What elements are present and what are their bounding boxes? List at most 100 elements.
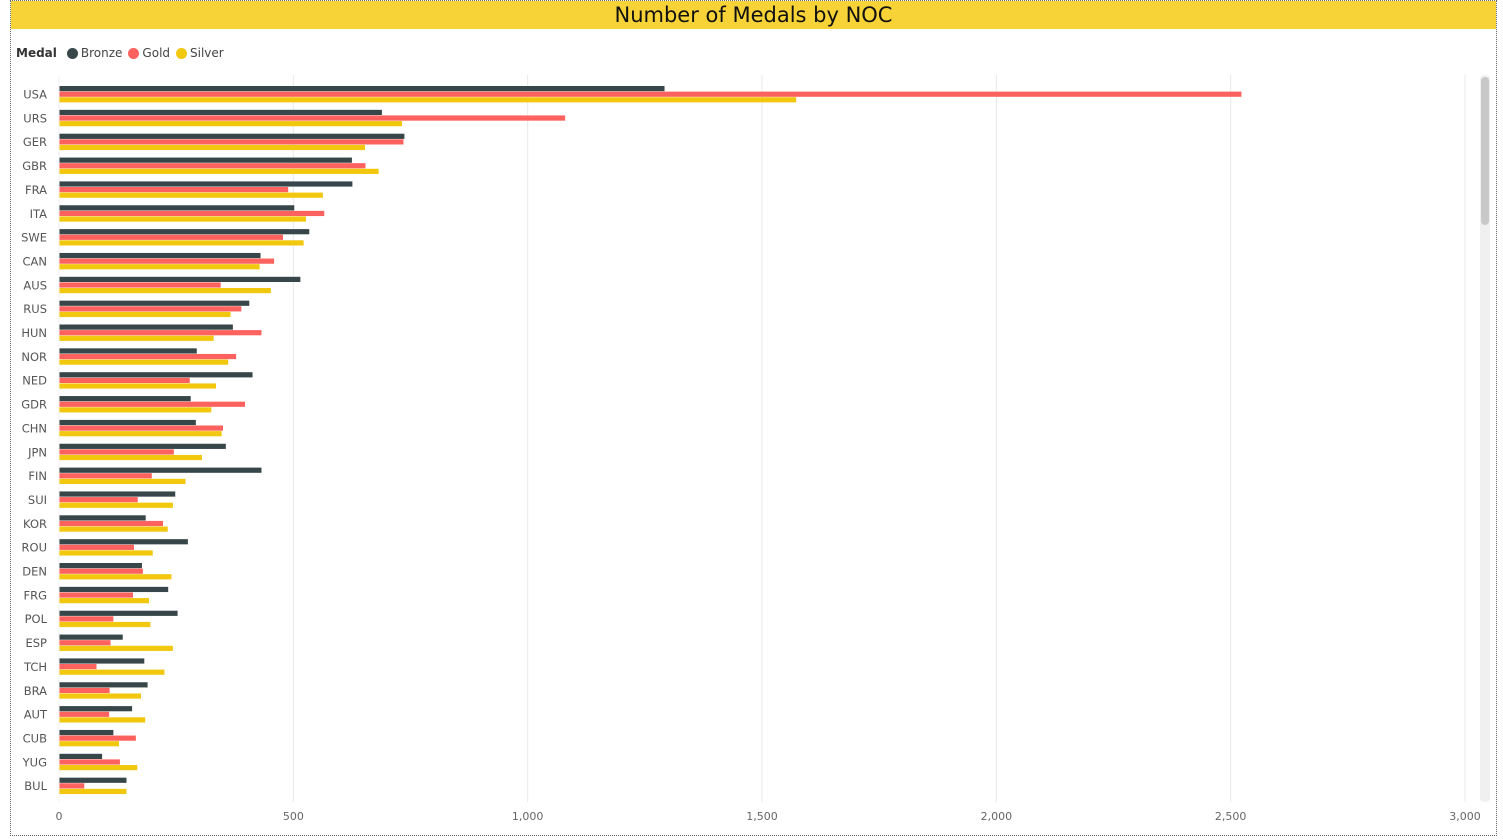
bar-gold [59,115,566,121]
bar-gold [59,425,224,431]
category-label: CAN [23,254,48,268]
legend-item-gold[interactable]: Gold [128,46,170,60]
bar-gold [59,139,404,145]
bar-silver [59,478,186,484]
category-label: FRG [23,588,47,602]
bar-gold [59,497,138,503]
bar-silver [59,788,127,795]
category-label: KOR [23,517,47,531]
bar-silver [59,359,229,365]
scrollbar-thumb[interactable] [1481,77,1489,225]
x-tick-label: 500 [283,810,304,823]
bar-gold [59,735,136,741]
category-label: USA [23,88,47,102]
category-label: ROU [22,541,47,555]
bar-silver [59,645,173,651]
bar-silver [59,288,271,294]
category-label: POL [25,612,48,626]
bar-gold [59,401,246,407]
category-label: JPN [27,445,47,459]
category-label: GER [23,135,47,149]
bar-silver [59,502,173,508]
bar-silver [59,598,149,604]
chart-title-bar: Number of Medals by NOC [11,1,1496,29]
bar-bronze [59,300,250,306]
bar-silver [59,693,142,699]
category-label: TCH [23,660,47,674]
bar-bronze [59,515,146,521]
bar-bronze [59,181,353,187]
bar-gold [59,330,262,336]
bar-gold [59,592,134,598]
legend-item-bronze[interactable]: Bronze [66,46,123,60]
bar-bronze [59,86,665,92]
bar-gold [59,306,242,312]
category-label: CUB [23,731,47,745]
legend-dot-silver [176,47,188,59]
bar-bronze [59,205,295,211]
bar-bronze [59,443,226,449]
bar-bronze [59,491,176,497]
bar-silver [59,97,797,103]
bar-gold [59,258,275,264]
chart-frame [10,0,1497,836]
bar-silver [59,144,366,151]
bar-gold [59,783,85,789]
bar-gold [59,616,114,622]
category-label: FIN [28,469,47,483]
bar-gold [59,210,325,217]
bar-silver [59,431,222,437]
bar-bronze [59,324,233,330]
bar-bronze [59,682,148,688]
category-label: BUL [24,779,47,793]
bar-gold [59,687,110,694]
legend-item-silver[interactable]: Silver [176,46,224,60]
category-label: SUI [28,493,47,507]
bar-silver [59,383,217,389]
bar-silver [59,407,212,413]
bar-bronze [59,610,178,616]
scrollbar-track[interactable] [1480,75,1490,802]
bar-bronze [59,777,127,783]
bar-bronze [59,109,382,116]
bar-silver [59,264,260,270]
category-label: GDR [21,398,47,412]
bar-bronze [59,372,253,378]
x-tick-label: 1,000 [512,810,544,823]
legend-label: Medal [16,46,57,60]
legend-text-bronze: Bronze [80,46,123,60]
x-tick-label: 2,000 [981,810,1013,823]
bar-bronze [59,706,133,712]
category-label: ITA [30,207,48,221]
chart-title: Number of Medals by NOC [614,3,893,27]
bar-gold [59,711,110,717]
bar-silver [59,311,231,318]
bar-bronze [59,229,310,235]
bar-bronze [59,539,188,545]
bar-silver [59,121,403,127]
bar-silver [59,526,168,532]
x-tick-label: 2,500 [1215,810,1247,823]
bar-gold [59,187,289,193]
category-label: NOR [21,350,47,364]
bar-gold [59,91,1242,97]
bar-gold [59,163,366,169]
category-label: CHN [22,421,47,435]
legend-dot-bronze [66,47,78,59]
bar-gold [59,664,97,670]
bar-silver [59,335,214,341]
bar-bronze [59,634,123,640]
category-label: ESP [25,636,47,650]
x-tick-label: 1,500 [746,810,778,823]
bar-gold [59,473,152,479]
bar-bronze [59,467,262,473]
bar-gold [59,640,111,646]
bar-silver [59,574,172,580]
bar-silver [59,192,323,198]
bar-gold [59,377,190,383]
category-label: FRA [25,183,47,197]
bar-silver [59,621,151,628]
bar-silver [59,765,138,771]
bar-gold [59,568,143,574]
legend-text-gold: Gold [142,46,171,60]
